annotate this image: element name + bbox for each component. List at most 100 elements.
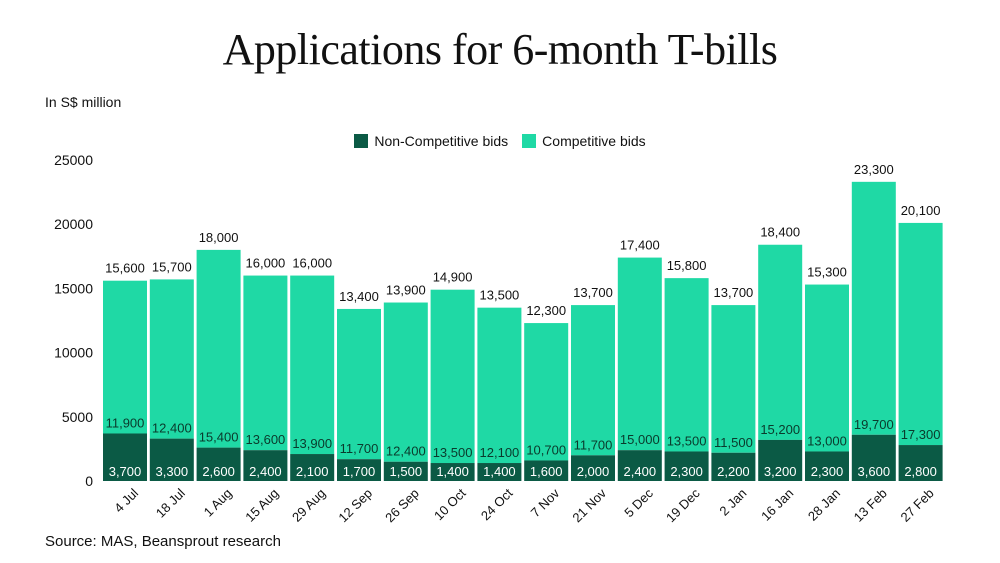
bar-competitive [664,278,709,452]
data-label-competitive: 15,400 [199,430,239,445]
y-tick-label: 0 [85,473,93,489]
bar-competitive [103,280,147,434]
x-tick-label: 27 Feb [897,486,936,525]
x-tick-label: 10 Oct [431,485,469,523]
data-label-competitive: 15,000 [620,432,660,447]
x-tick-label: 12 Sep [335,486,375,526]
bar-non-competitive [617,450,662,481]
data-label-total: 13,700 [573,285,613,300]
legend-label: Non-Competitive bids [374,133,509,149]
data-label-non-competitive: 1,600 [530,464,563,479]
data-label-non-competitive: 2,200 [717,464,750,479]
y-tick-label: 10000 [54,345,93,361]
legend-item-competitive: Competitive bids [522,133,646,149]
bar-non-competitive [711,452,756,481]
bar-competitive [243,275,288,451]
bar-non-competitive [243,450,288,481]
data-label-non-competitive: 2,300 [811,464,844,479]
data-label-total: 18,000 [199,230,239,245]
data-label-total: 18,400 [760,225,800,240]
data-label-total: 15,600 [105,261,145,276]
x-tick-label: 15 Aug [242,486,281,525]
bar-competitive [430,289,475,464]
data-label-competitive: 10,700 [526,442,566,457]
x-tick-label: 16 Jan [758,486,796,524]
x-tick-label: 13 Feb [851,486,890,525]
bar-non-competitive [805,451,849,481]
legend: Non-Competitive bids Competitive bids [0,133,1000,149]
bar-competitive [337,308,381,460]
bar-non-competitive [758,439,803,481]
x-tick-label: 28 Jan [805,486,843,524]
data-label-total: 13,700 [714,285,754,300]
data-label-non-competitive: 2,100 [296,464,329,479]
x-tick-label: 1 Aug [201,486,235,520]
bar-non-competitive [290,454,335,481]
bar-competitive [196,249,241,448]
data-label-competitive: 12,400 [386,444,426,459]
x-tick-label: 2 Jan [716,486,749,519]
bar-competitive [571,305,615,456]
data-label-non-competitive: 3,200 [764,464,797,479]
data-label-non-competitive: 2,800 [904,464,937,479]
data-label-competitive: 12,400 [152,421,192,436]
bar-competitive [758,244,803,440]
data-label-competitive: 13,500 [433,445,473,460]
bar-non-competitive [430,463,475,481]
bar-non-competitive [103,433,147,481]
x-tick-label: 29 Aug [289,486,328,525]
data-label-total: 16,000 [246,256,286,271]
data-label-non-competitive: 3,300 [156,464,189,479]
data-label-competitive: 13,500 [667,433,707,448]
y-axis-label: In S$ million [45,94,122,110]
bar-competitive [851,181,896,435]
x-tick-label: 7 Nov [528,485,563,520]
data-label-total: 20,100 [901,203,941,218]
data-label-total: 13,500 [480,288,520,303]
data-label-total: 13,400 [339,289,379,304]
data-label-competitive: 15,200 [760,422,800,437]
bar-non-competitive [196,447,241,481]
source-note: Source: MAS, Beansprout research [45,533,281,550]
data-label-competitive: 13,900 [292,436,332,451]
data-label-total: 13,900 [386,283,426,298]
data-label-non-competitive: 2,400 [624,464,657,479]
bar-non-competitive [337,459,381,481]
x-tick-label: 24 Oct [478,485,516,523]
x-tick-label: 18 Jul [153,485,188,520]
bar-competitive [383,302,428,462]
bar-competitive [617,257,662,451]
data-label-non-competitive: 1,500 [390,464,423,479]
data-label-total: 14,900 [433,270,473,285]
data-label-total: 16,000 [292,256,332,271]
bar-non-competitive [898,445,943,481]
data-label-competitive: 19,700 [854,417,894,432]
data-label-competitive: 11,900 [106,415,145,430]
bar-competitive [711,305,756,453]
x-tick-label: 4 Jul [111,485,141,515]
bar-non-competitive [851,434,896,481]
data-label-total: 15,300 [807,265,847,280]
data-label-non-competitive: 1,700 [343,464,376,479]
data-label-total: 12,300 [526,303,566,318]
bar-non-competitive [149,438,194,481]
chart-title: Applications for 6-month T-bills [222,25,778,74]
legend-label: Competitive bids [542,133,646,149]
bar-non-competitive [524,460,569,481]
data-label-competitive: 17,300 [901,427,941,442]
data-label-non-competitive: 2,300 [670,464,703,479]
data-label-non-competitive: 1,400 [483,464,516,479]
bar-non-competitive [477,463,522,481]
x-tick-label: 5 Dec [621,485,656,520]
bar-non-competitive [383,461,428,481]
bar-competitive [290,275,335,455]
legend-item-non-competitive: Non-Competitive bids [354,133,508,149]
data-label-total: 17,400 [620,238,660,253]
x-tick-label: 21 Nov [569,485,609,525]
x-tick-label: 26 Sep [382,486,422,526]
bar-non-competitive [571,455,615,481]
y-tick-label: 15000 [54,280,93,296]
y-tick-label: 20000 [54,216,93,232]
data-label-non-competitive: 2,600 [202,464,235,479]
y-tick-label: 5000 [62,409,93,425]
